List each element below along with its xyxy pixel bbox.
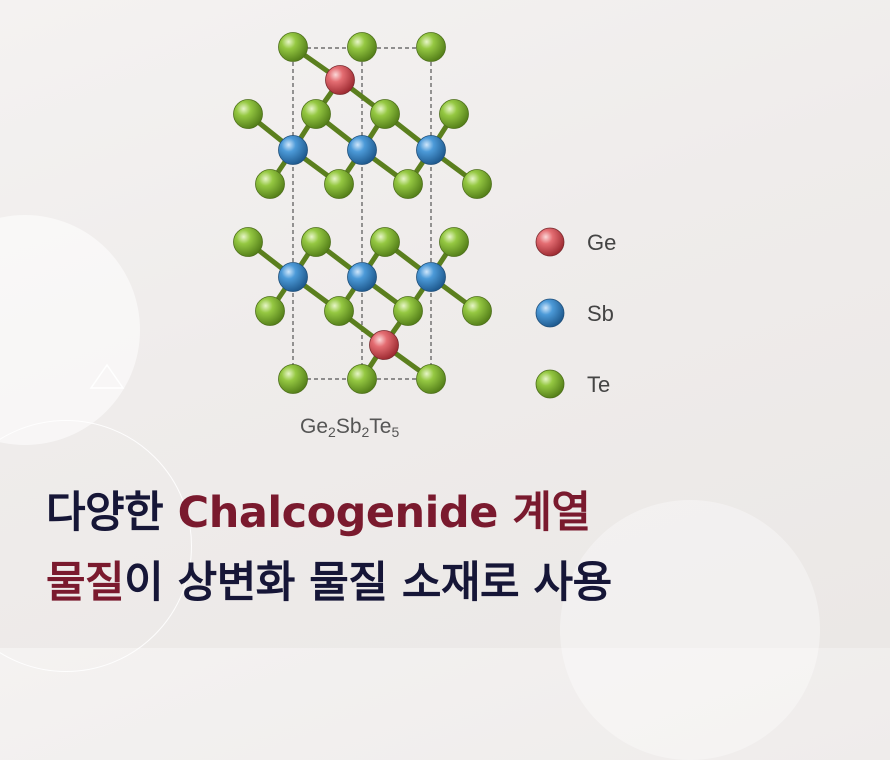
legend-label-te: Te bbox=[587, 372, 610, 397]
atom-te bbox=[393, 169, 423, 199]
atom-te bbox=[416, 32, 446, 62]
triangle-outline-icon bbox=[89, 363, 125, 389]
atom-sb bbox=[416, 135, 446, 165]
crystal-structure-diagram: Ge Sb Te Ge2Sb2Te5 bbox=[233, 32, 616, 440]
atom-te bbox=[233, 99, 263, 129]
legend-label-sb: Sb bbox=[587, 301, 614, 326]
legend-swatch-ge bbox=[535, 227, 565, 257]
atom-te bbox=[439, 99, 469, 129]
legend: Ge Sb Te bbox=[535, 227, 616, 399]
atom-te bbox=[324, 169, 354, 199]
atom-te bbox=[324, 296, 354, 326]
atom-ge bbox=[325, 65, 355, 95]
atom-group bbox=[233, 32, 492, 394]
atom-te bbox=[370, 227, 400, 257]
atom-te bbox=[278, 32, 308, 62]
atom-sb bbox=[416, 262, 446, 292]
atom-sb bbox=[347, 135, 377, 165]
headline-line-2: 물질이 상변화 물질 소재로 사용 bbox=[46, 558, 612, 608]
atom-ge bbox=[369, 330, 399, 360]
atom-te bbox=[301, 99, 331, 129]
atom-sb bbox=[347, 262, 377, 292]
atom-te bbox=[370, 99, 400, 129]
atom-te bbox=[462, 169, 492, 199]
atom-te bbox=[439, 227, 469, 257]
formula-label: Ge2Sb2Te5 bbox=[300, 415, 399, 440]
headline-accent: 물질 bbox=[46, 558, 125, 608]
atom-te bbox=[255, 169, 285, 199]
legend-label-ge: Ge bbox=[587, 230, 616, 255]
atom-te bbox=[301, 227, 331, 257]
atom-te bbox=[255, 296, 285, 326]
legend-swatch-te bbox=[535, 369, 565, 399]
unit-cell-outline bbox=[292, 47, 432, 380]
atom-te bbox=[233, 227, 263, 257]
atom-te bbox=[347, 364, 377, 394]
atom-te bbox=[393, 296, 423, 326]
atom-sb bbox=[278, 135, 308, 165]
headline-accent: Chalcogenide 계열 bbox=[177, 488, 591, 538]
atom-te bbox=[278, 364, 308, 394]
atom-te bbox=[462, 296, 492, 326]
atom-sb bbox=[278, 262, 308, 292]
headline-line-1: 다양한 Chalcogenide 계열 bbox=[46, 488, 591, 538]
atom-te bbox=[347, 32, 377, 62]
legend-swatch-sb bbox=[535, 298, 565, 328]
atom-te bbox=[416, 364, 446, 394]
